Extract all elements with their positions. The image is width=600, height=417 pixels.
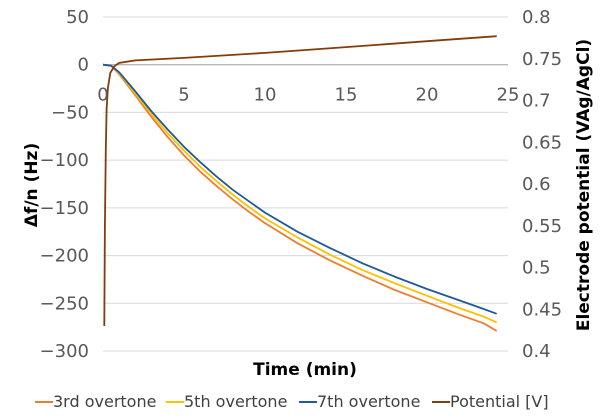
x-tick-label: 0 xyxy=(97,85,108,106)
y-tick-labels: 50 0 −50 −100 −150 −200 −250 −300 xyxy=(40,7,89,362)
legend-label: 7th overtone xyxy=(317,392,420,411)
legend-item: 7th overtone xyxy=(299,392,420,411)
y-tick-label: −300 xyxy=(40,341,89,362)
series-line-1 xyxy=(102,63,498,332)
x-tick-label: 5 xyxy=(178,85,189,106)
series-line-4 xyxy=(103,35,497,327)
y2-axis-title: Electrode potential (VAg/AgCl) xyxy=(574,39,594,331)
legend-item: Potential [V] xyxy=(432,392,549,411)
y-tick-label: −250 xyxy=(40,293,89,314)
y2-tick-label: 0.5 xyxy=(522,258,551,279)
legend: 3rd overtone 5th overtone 7th overtone Pote… xyxy=(35,392,549,411)
x-axis-title: Time (min) xyxy=(253,360,357,380)
x-tick-label: 15 xyxy=(335,85,358,106)
y2-tick-label: 0.4 xyxy=(522,341,551,362)
gridlines xyxy=(103,16,508,352)
y-tick-label: −200 xyxy=(40,246,89,267)
x-tick-label: 10 xyxy=(254,85,277,106)
y2-tick-label: 0.45 xyxy=(522,299,562,320)
legend-item: 5th overtone xyxy=(166,392,287,411)
y2-tick-labels: 0.8 0.75 0.7 0.65 0.6 0.55 0.5 0.45 0.4 xyxy=(522,7,562,362)
legend-item: 3rd overtone xyxy=(35,392,156,411)
series-line-2 xyxy=(102,63,498,324)
x-tick-labels: 0 5 10 15 20 25 xyxy=(97,85,519,106)
y-tick-label: −100 xyxy=(40,150,89,171)
y-axis-title: Δf/n (Hz) xyxy=(22,143,42,227)
y2-tick-label: 0.75 xyxy=(522,49,562,70)
y2-tick-label: 0.7 xyxy=(522,91,551,112)
series-line-3 xyxy=(102,63,498,315)
y-tick-label: 50 xyxy=(66,7,89,28)
y-tick-label: 0 xyxy=(78,55,89,76)
y2-tick-label: 0.55 xyxy=(522,216,562,237)
y2-tick-label: 0.65 xyxy=(522,132,562,153)
y-tick-label: −50 xyxy=(51,102,89,123)
y2-tick-label: 0.6 xyxy=(522,174,551,195)
y-tick-label: −150 xyxy=(40,198,89,219)
data-series xyxy=(102,35,498,332)
y2-tick-label: 0.8 xyxy=(522,7,551,28)
legend-label: 5th overtone xyxy=(184,392,287,411)
legend-label: 3rd overtone xyxy=(53,392,156,411)
legend-label: Potential [V] xyxy=(450,392,549,411)
x-tick-label: 20 xyxy=(416,85,439,106)
x-tick-label: 25 xyxy=(497,85,520,106)
